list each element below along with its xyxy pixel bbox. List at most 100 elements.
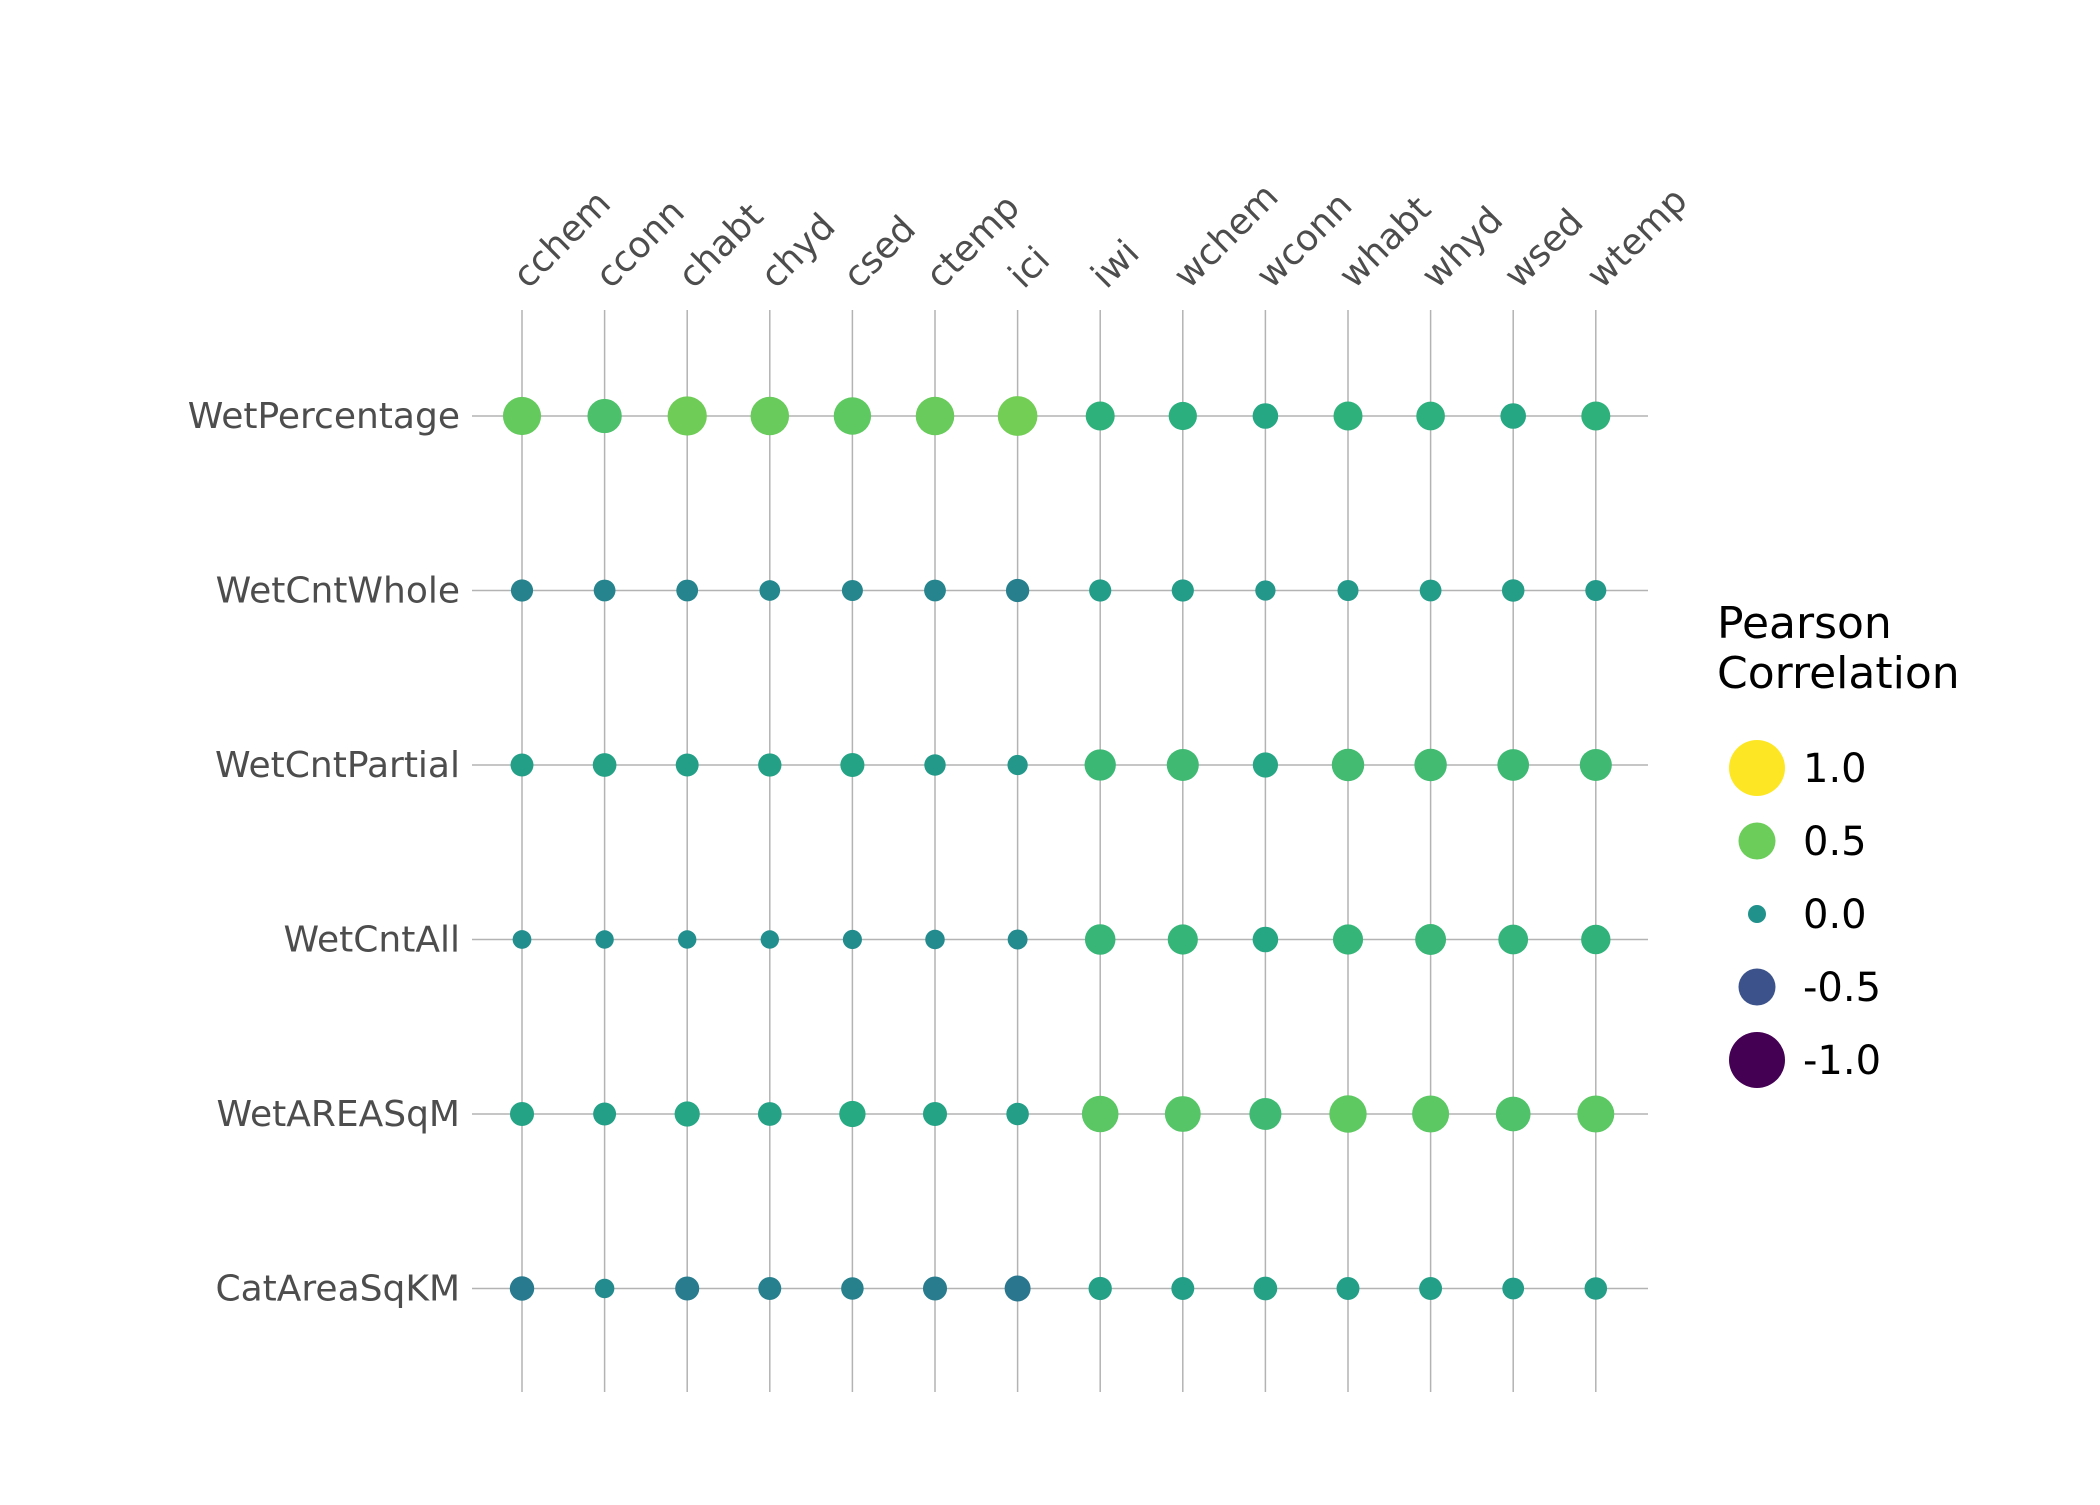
bubble-WetCntPartial-wconn [1252, 752, 1279, 778]
bubble-WetPercentage-wsed [1500, 403, 1526, 429]
bubble-CatAreaSqKM-iwi [1088, 1276, 1112, 1301]
bubble-WetAREASqM-iwi [1081, 1095, 1119, 1133]
bubble-WetAREASqM-ctemp [922, 1101, 948, 1127]
bubble-CatAreaSqKM-chabt [675, 1276, 700, 1301]
legend-label: -0.5 [1803, 965, 1881, 1011]
column-label-wsed: wsed [1497, 201, 1592, 296]
legend-title-line: Pearson [1717, 598, 1892, 649]
bubble-WetPercentage-wconn [1252, 403, 1279, 429]
bubble-WetCntPartial-wchem [1166, 748, 1199, 782]
bubble-WetCntPartial-cconn [592, 753, 617, 777]
column-label-csed: csed [836, 208, 924, 296]
bubble-WetCntPartial-ici [1007, 754, 1028, 776]
legend-label: 1.0 [1803, 746, 1867, 792]
row-label-WetCntPartial: WetCntPartial [215, 745, 460, 786]
legend-swatch [1729, 740, 1785, 796]
bubble-CatAreaSqKM-chyd [758, 1277, 782, 1300]
bubble-WetCntAll-csed [842, 929, 862, 950]
bubble-WetCntAll-ici [1007, 929, 1028, 950]
bubble-WetCntWhole-chyd [759, 580, 781, 601]
row-label-WetCntAll: WetCntAll [284, 920, 460, 961]
column-label-chabt: chabt [671, 196, 772, 297]
bubble-WetCntWhole-wchem [1171, 579, 1194, 602]
bubble-WetAREASqM-ici [1006, 1102, 1029, 1126]
bubble-WetPercentage-whyd [1416, 401, 1445, 431]
bubble-WetCntPartial-chabt [675, 753, 699, 777]
bubble-WetCntPartial-wtemp [1579, 748, 1612, 782]
bubble-WetCntAll-ctemp [925, 929, 945, 950]
bubble-WetCntWhole-csed [841, 579, 863, 602]
bubble-WetPercentage-chabt [667, 396, 707, 436]
bubble-WetCntPartial-ctemp [924, 754, 946, 776]
bubble-WetAREASqM-whyd [1412, 1095, 1450, 1133]
bubble-WetAREASqM-cchem [509, 1101, 535, 1127]
grid-layer [472, 310, 1648, 1392]
legend-swatch [1748, 905, 1766, 923]
bubble-WetCntWhole-wconn [1255, 580, 1276, 601]
bubble-WetAREASqM-whabt [1329, 1095, 1367, 1133]
bubble-WetCntAll-wsed [1498, 924, 1529, 955]
bubble-WetCntAll-whabt [1332, 924, 1364, 955]
bubble-WetCntPartial-whabt [1331, 748, 1365, 782]
bubble-WetCntAll-iwi [1084, 924, 1116, 955]
bubble-WetCntAll-wtemp [1581, 924, 1611, 955]
legend-label: -1.0 [1803, 1038, 1881, 1084]
bubble-CatAreaSqKM-ctemp [922, 1276, 948, 1301]
bubble-CatAreaSqKM-wtemp [1584, 1277, 1608, 1300]
bubble-WetCntPartial-whyd [1414, 748, 1447, 782]
row-label-CatAreaSqKM: CatAreaSqKM [215, 1269, 460, 1310]
bubble-CatAreaSqKM-whyd [1419, 1277, 1443, 1300]
bubble-CatAreaSqKM-cconn [594, 1278, 615, 1299]
bubble-WetPercentage-ctemp [915, 396, 955, 436]
bubble-WetCntWhole-cchem [510, 579, 534, 602]
bubble-WetPercentage-whabt [1333, 401, 1363, 431]
bubble-WetAREASqM-chyd [757, 1102, 782, 1126]
legend-label: 0.5 [1803, 819, 1867, 865]
bubble-WetCntWhole-chabt [676, 579, 699, 602]
bubble-WetAREASqM-wchem [1164, 1096, 1201, 1132]
bubble-WetAREASqM-wconn [1249, 1097, 1282, 1131]
row-labels: WetPercentage WetCntWhole WetCntPartial Wet… [188, 396, 460, 1310]
bubble-WetAREASqM-cconn [593, 1102, 617, 1126]
bubble-WetAREASqM-wsed [1495, 1096, 1531, 1132]
row-label-WetPercentage: WetPercentage [188, 396, 460, 437]
bubble-WetCntWhole-wtemp [1585, 579, 1607, 602]
bubble-WetCntPartial-csed [840, 752, 865, 778]
bubble-WetCntAll-chabt [678, 930, 697, 949]
legend-label: 0.0 [1803, 892, 1867, 938]
column-label-chyd: chyd [753, 206, 843, 296]
column-label-wtemp: wtemp [1579, 180, 1695, 296]
bubble-WetPercentage-ici [997, 396, 1038, 436]
bubble-WetCntAll-whyd [1415, 924, 1447, 955]
bubble-CatAreaSqKM-wsed [1502, 1277, 1525, 1300]
legend-swatch [1738, 968, 1776, 1006]
bubble-CatAreaSqKM-ici [1004, 1275, 1031, 1302]
bubble-WetCntPartial-cchem [510, 753, 534, 777]
bubble-CatAreaSqKM-wconn [1253, 1276, 1278, 1301]
bubble-WetCntAll-wconn [1252, 926, 1279, 953]
bubble-WetCntAll-wchem [1167, 924, 1198, 955]
bubble-WetPercentage-iwi [1085, 401, 1115, 431]
bubble-WetPercentage-chyd [750, 396, 790, 436]
bubble-WetCntPartial-chyd [758, 753, 782, 777]
row-label-WetCntWhole: WetCntWhole [216, 571, 460, 612]
bubble-WetCntAll-chyd [760, 930, 779, 949]
bubble-WetPercentage-wchem [1168, 401, 1197, 431]
bubble-WetAREASqM-chabt [674, 1101, 700, 1127]
bubble-WetCntWhole-wsed [1501, 579, 1525, 602]
bubble-WetCntWhole-whabt [1337, 579, 1359, 602]
bubble-CatAreaSqKM-cchem [509, 1276, 535, 1301]
row-label-WetAREASqM: WetAREASqM [216, 1094, 460, 1135]
bubble-WetAREASqM-wtemp [1577, 1095, 1615, 1133]
column-label-ctemp: ctemp [918, 187, 1028, 297]
bubble-layer [502, 396, 1615, 1302]
bubble-WetPercentage-csed [833, 397, 872, 435]
legend-swatch [1738, 822, 1776, 860]
legend-title-line: Correlation [1717, 648, 1960, 699]
bubble-WetCntWhole-ctemp [924, 579, 946, 602]
bubble-WetCntPartial-wsed [1497, 749, 1530, 781]
bubble-WetCntAll-cchem [512, 930, 532, 949]
